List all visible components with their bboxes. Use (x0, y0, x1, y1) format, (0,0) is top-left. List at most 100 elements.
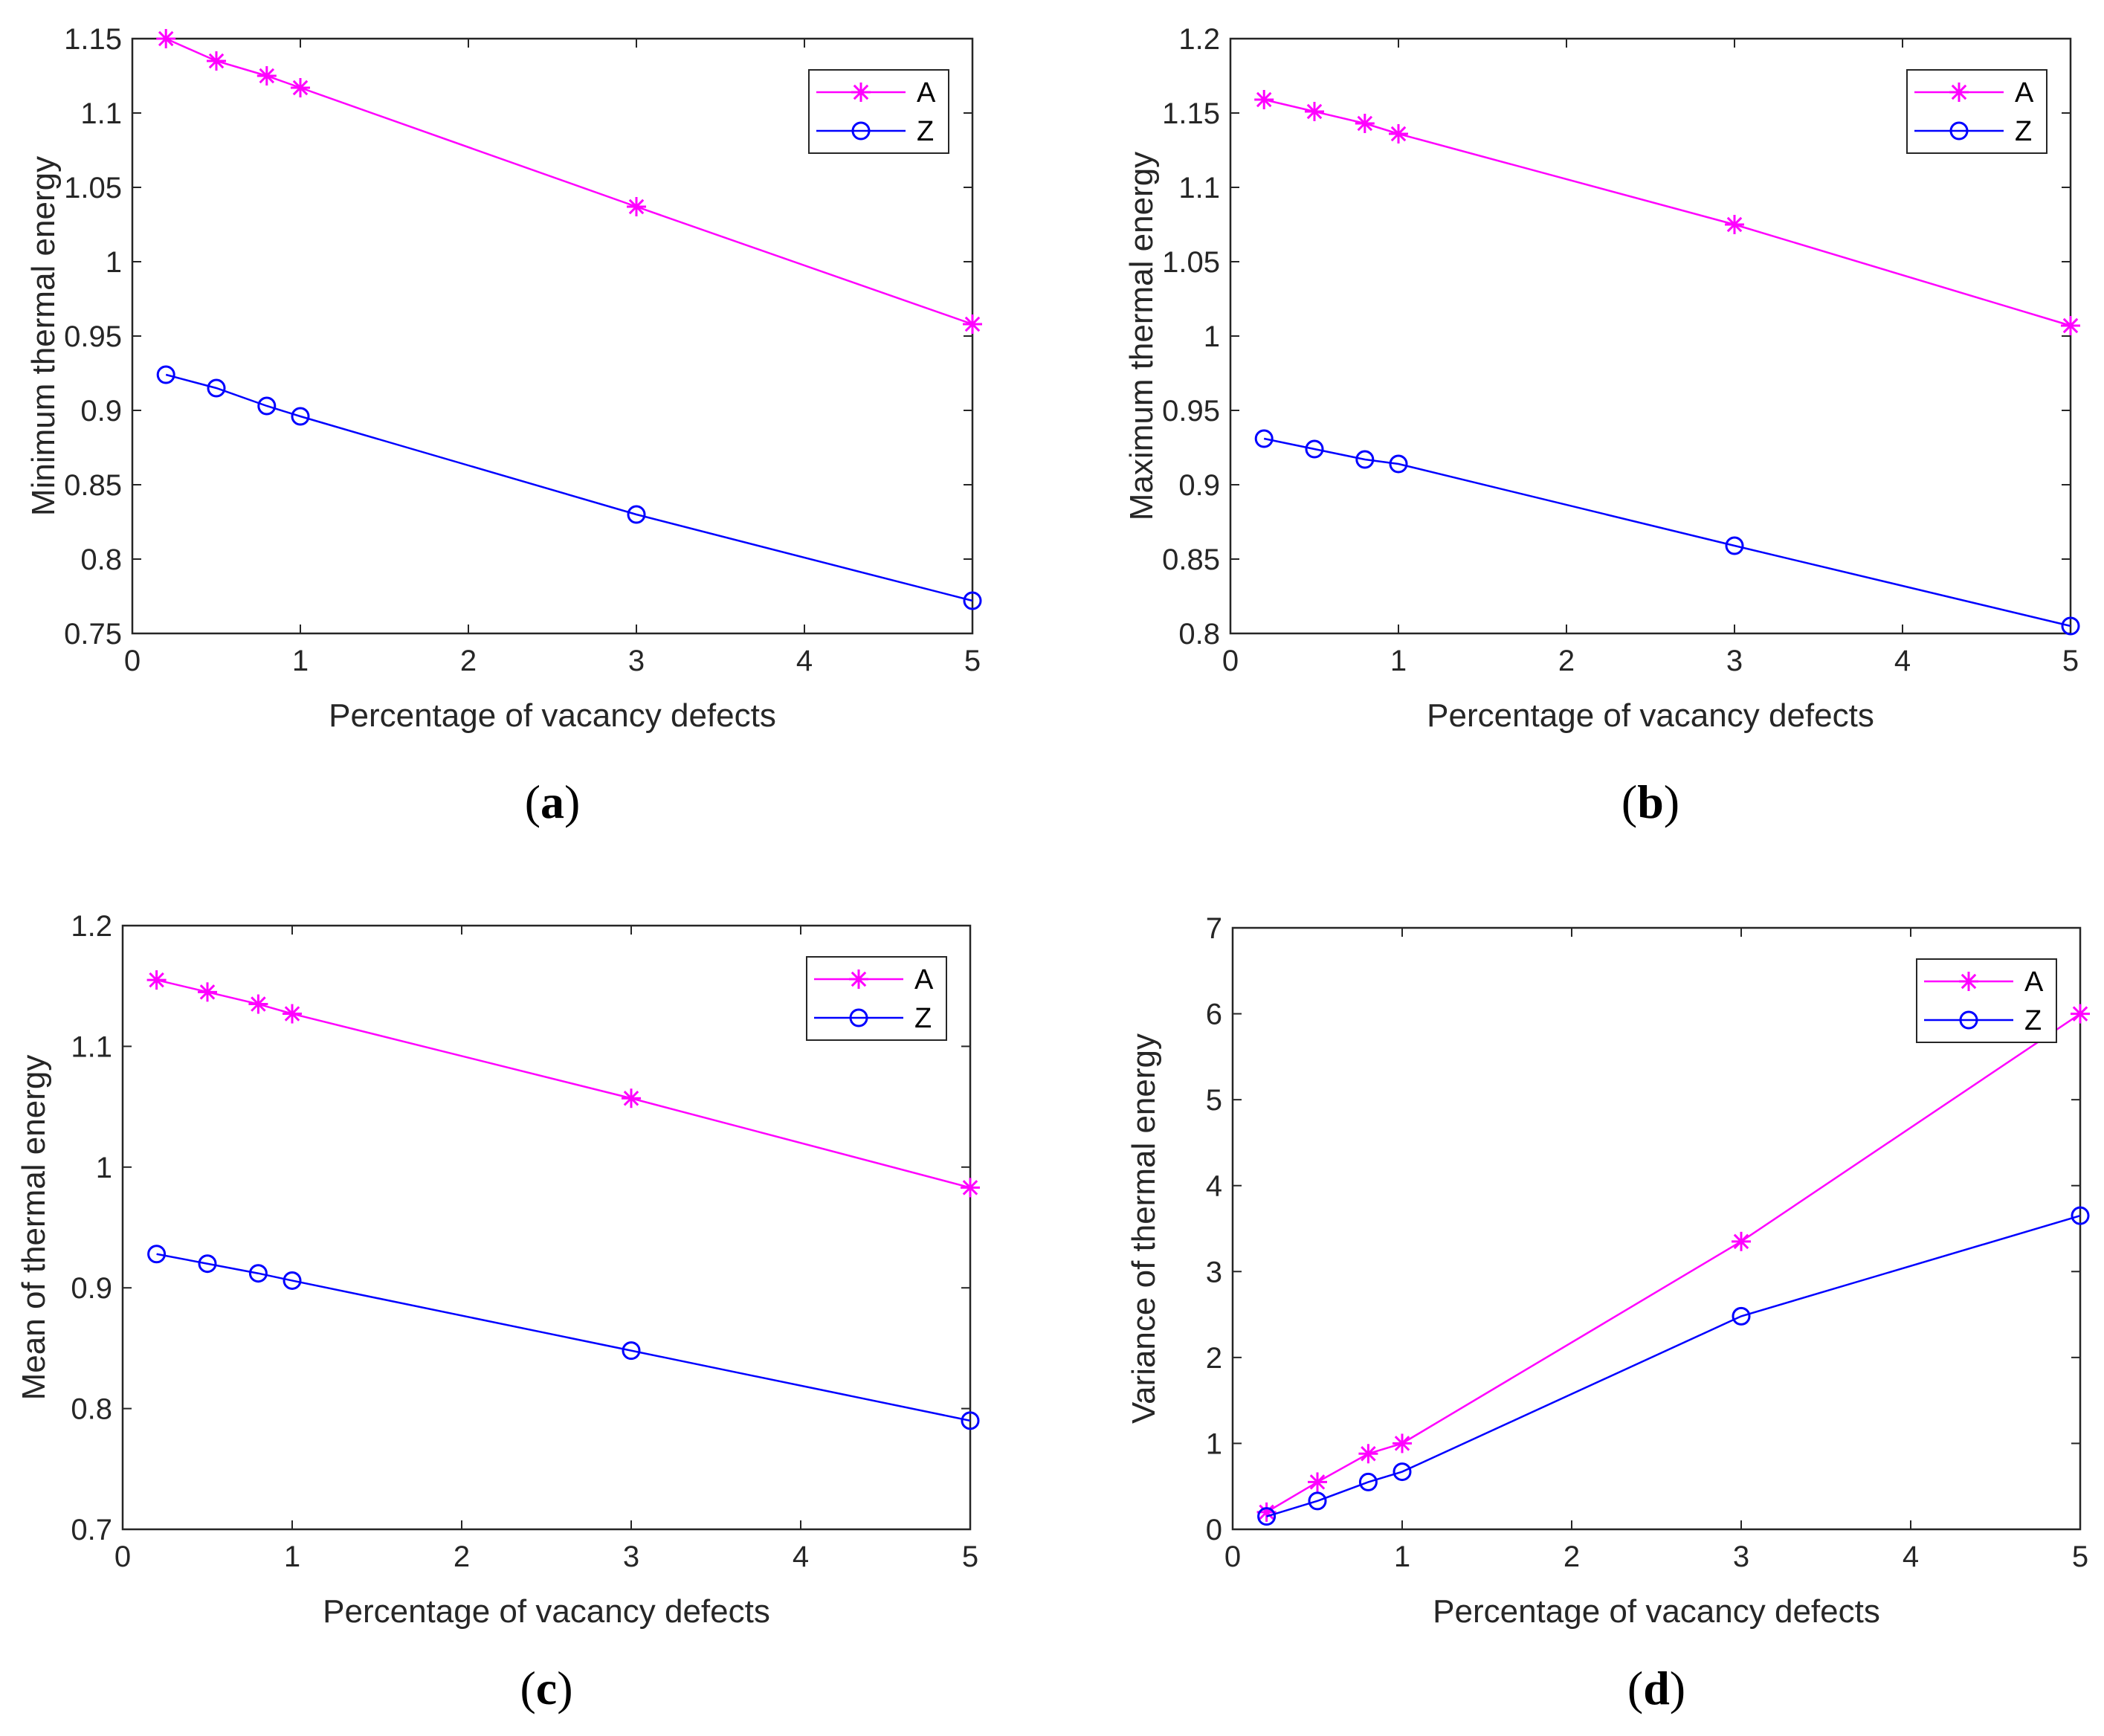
y-tick-label: 4 (1206, 1170, 1222, 1203)
panel-caption-b: (b) (1621, 775, 1679, 828)
x-axis-label: Percentage of vacancy defects (323, 1593, 770, 1630)
data-point-A (1355, 114, 1375, 133)
data-point-A (207, 51, 226, 71)
y-tick-label: 0.9 (71, 1272, 112, 1305)
y-tick-label: 1.05 (1162, 246, 1220, 279)
y-tick-label: 5 (1206, 1084, 1222, 1117)
y-axis-label: Maximum thermal energy (1123, 152, 1160, 520)
x-tick-label: 4 (1903, 1540, 1919, 1573)
data-point-Z (1305, 439, 1324, 459)
series-line-A (165, 37, 973, 326)
data-point-Z (283, 1271, 302, 1290)
data-point-A (1732, 1231, 1751, 1251)
data-point-Z (2071, 1206, 2090, 1225)
data-point-Z (1254, 429, 1274, 448)
x-tick-label: 2 (454, 1540, 470, 1573)
y-tick-label: 3 (1206, 1256, 1222, 1288)
y-tick-label: 0.9 (1178, 469, 1220, 502)
data-point-Z (147, 1245, 167, 1264)
x-tick-label: 4 (1894, 645, 1911, 677)
data-point-Z (291, 407, 310, 426)
y-tick-label: 1.15 (1162, 97, 1220, 130)
data-point-A (622, 1088, 641, 1109)
x-tick-label: 0 (124, 645, 141, 677)
y-tick-label: 0 (1206, 1514, 1222, 1546)
y-tick-label: 0.7 (71, 1514, 112, 1546)
y-tick-label: 1.2 (71, 910, 112, 943)
legend-marker-Z (849, 1008, 868, 1027)
series-line-A (1265, 1013, 2081, 1513)
legend-box (1906, 69, 2047, 154)
legend-label-Z: Z (914, 1003, 932, 1034)
legend-marker-A (849, 969, 868, 989)
data-point-Z (963, 591, 982, 610)
data-point-A (248, 994, 268, 1014)
data-point-A (1389, 124, 1408, 143)
data-point-A (1308, 1472, 1327, 1492)
legend-box (806, 956, 947, 1041)
legend: AZ (806, 956, 947, 1041)
data-point-Z (1732, 1306, 1751, 1326)
y-axis-label: Minimum thermal energy (25, 156, 62, 516)
legend-label-A: A (914, 964, 934, 996)
series-line-A (1263, 98, 2071, 327)
y-tick-label: 2 (1206, 1342, 1222, 1375)
y-tick-label: 6 (1206, 998, 1222, 1031)
legend-box (808, 69, 949, 154)
y-tick-label: 1.1 (1178, 172, 1220, 204)
data-point-A (1305, 102, 1324, 121)
data-point-Z (1393, 1462, 1412, 1482)
x-tick-label: 3 (1726, 645, 1743, 677)
y-tick-label: 1 (1206, 1427, 1222, 1460)
y-tick-label: 1.05 (64, 172, 122, 204)
legend-marker-A (1959, 972, 1978, 991)
legend-marker-Z (1959, 1010, 1978, 1030)
data-point-Z (1358, 1472, 1378, 1491)
x-tick-label: 1 (1390, 645, 1407, 677)
x-tick-label: 5 (964, 645, 981, 677)
data-point-A (146, 970, 167, 990)
data-point-A (2071, 1004, 2090, 1024)
y-tick-label: 0.75 (64, 618, 122, 651)
data-point-A (1254, 90, 1274, 109)
data-point-Z (2061, 616, 2080, 636)
x-tick-label: 1 (292, 645, 309, 677)
y-tick-label: 1 (106, 246, 122, 279)
y-tick-label: 0.85 (64, 469, 122, 502)
data-point-Z (1725, 536, 1744, 555)
legend-label-A: A (917, 77, 936, 109)
x-tick-label: 2 (1558, 645, 1575, 677)
x-axis-label: Percentage of vacancy defects (1433, 1593, 1880, 1630)
y-tick-label: 0.85 (1162, 543, 1220, 576)
x-tick-label: 4 (793, 1540, 809, 1573)
legend-box (1916, 958, 2057, 1043)
data-point-A (283, 1004, 302, 1024)
series-line-A (156, 978, 971, 1189)
data-point-Z (961, 1411, 980, 1430)
data-point-Z (622, 1341, 641, 1361)
data-point-A (1725, 215, 1744, 234)
x-tick-label: 5 (2062, 645, 2079, 677)
y-tick-label: 0.95 (64, 320, 122, 353)
data-point-A (1393, 1433, 1412, 1453)
legend-label-Z: Z (917, 116, 934, 147)
y-tick-label: 0.9 (80, 395, 122, 427)
legend-marker-A (851, 83, 871, 102)
x-axis-label: Percentage of vacancy defects (329, 697, 776, 734)
data-point-Z (156, 365, 175, 384)
y-tick-label: 1 (96, 1152, 112, 1184)
chart-panel-c: 0 1 2 3 4 5 0.7 0.8 0.9 1 1.1 1.2 Percentage of vaca… (16, 910, 980, 1714)
panel-caption-d: (d) (1627, 1662, 1685, 1714)
x-tick-label: 0 (1224, 1540, 1241, 1573)
x-tick-label: 5 (2072, 1540, 2088, 1573)
data-point-Z (207, 378, 226, 398)
y-tick-label: 1.2 (1178, 23, 1220, 56)
legend: AZ (808, 69, 949, 154)
chart-panel-d: 0 1 2 3 4 5 0 1 2 3 4 5 6 7 Percentage of vacancy defe… (1126, 912, 2090, 1714)
x-tick-label: 3 (628, 645, 645, 677)
data-point-A (198, 982, 217, 1002)
data-point-A (1358, 1444, 1378, 1464)
data-point-Z (1355, 450, 1375, 469)
y-axis-label: Mean of thermal energy (16, 1055, 52, 1401)
x-tick-label: 1 (1394, 1540, 1410, 1573)
